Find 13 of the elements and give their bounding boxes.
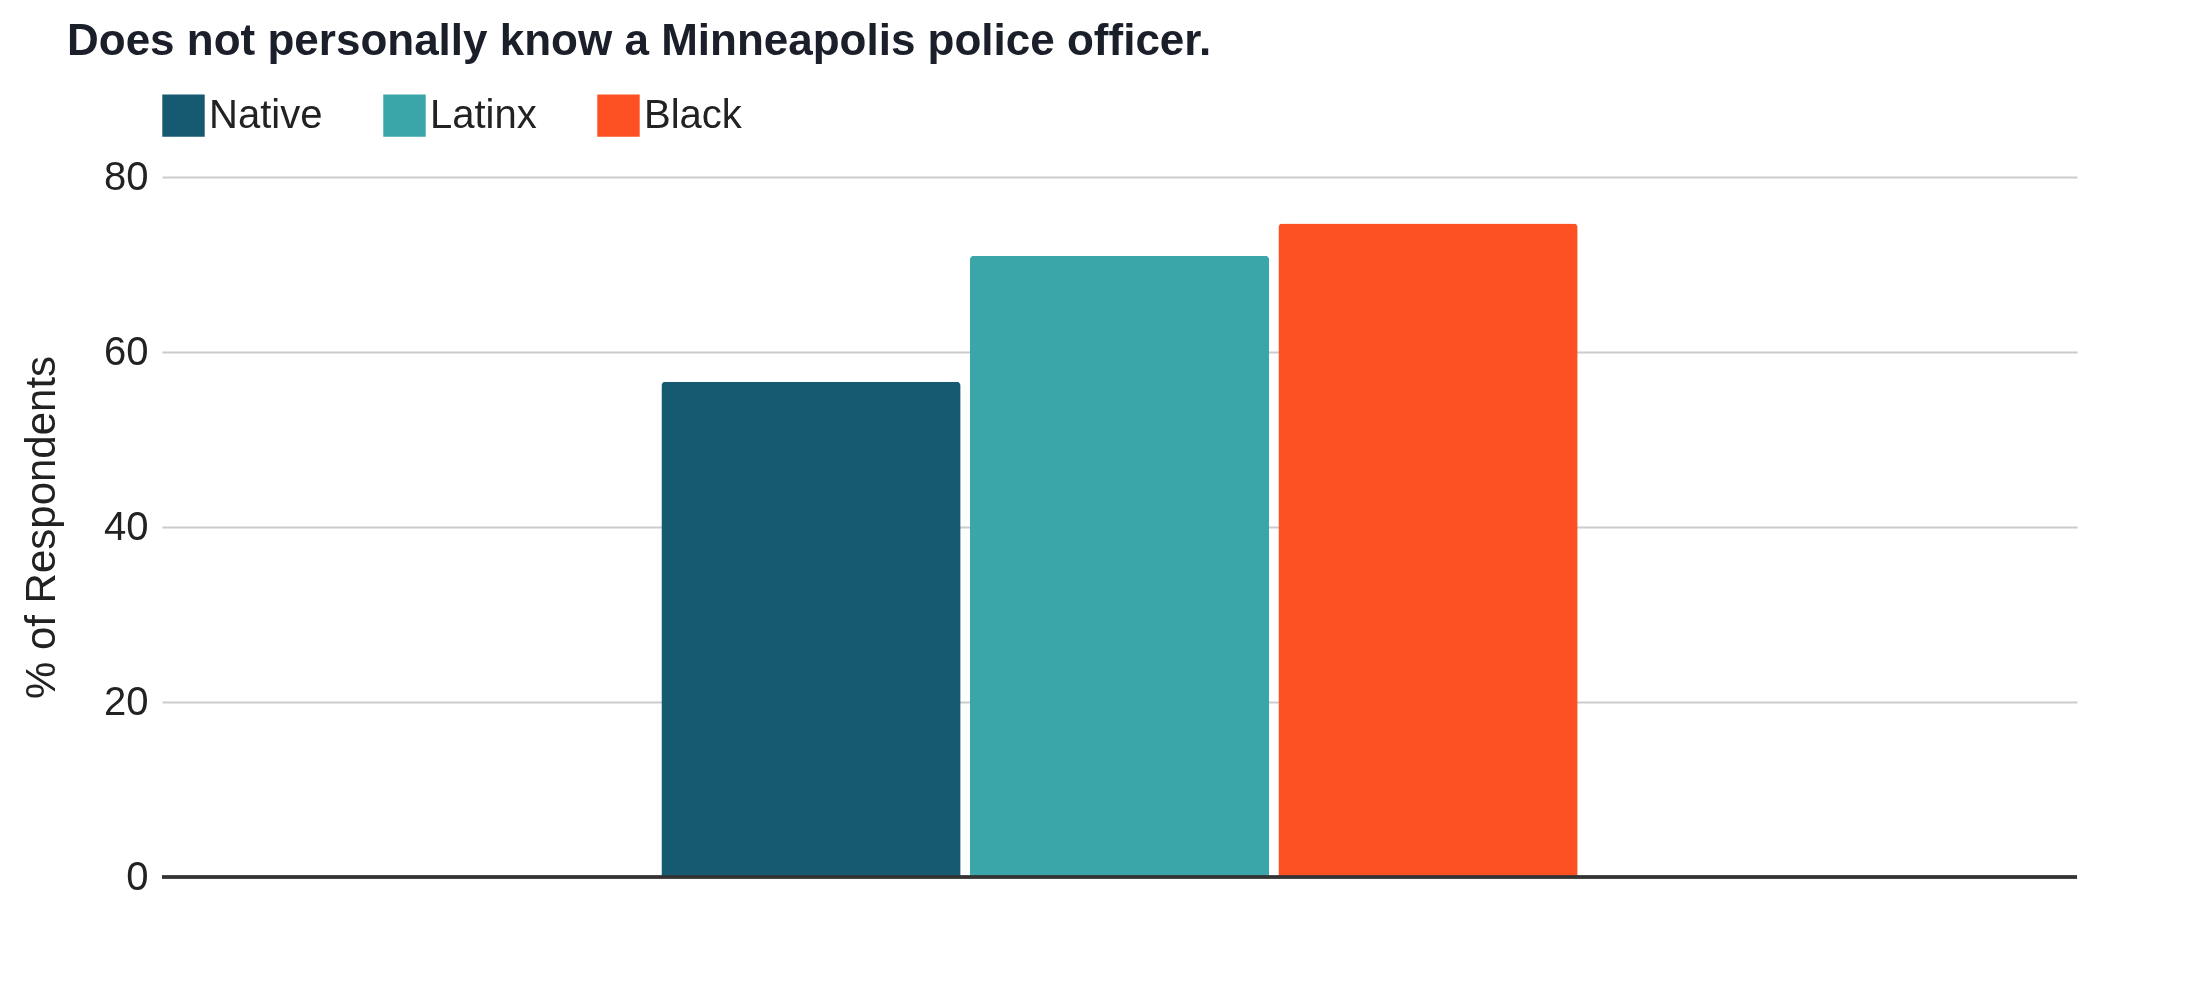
- legend-label: Latinx: [430, 91, 537, 136]
- legend-label: Black: [644, 91, 743, 136]
- bar: [661, 381, 961, 877]
- bar: [969, 255, 1270, 877]
- legend-label: Native: [209, 91, 323, 136]
- y-tick-label: 40: [104, 503, 149, 548]
- y-axis-title: % of Respondents: [17, 355, 65, 700]
- chart-title: Does not personally know a Minneapolis police officer.: [67, 15, 1212, 64]
- bar: [1278, 223, 1578, 877]
- y-tick-label: 80: [104, 153, 149, 198]
- y-tick-label: 60: [104, 328, 149, 373]
- y-tick-label: 20: [104, 678, 149, 723]
- y-tick-label: 0: [126, 853, 149, 898]
